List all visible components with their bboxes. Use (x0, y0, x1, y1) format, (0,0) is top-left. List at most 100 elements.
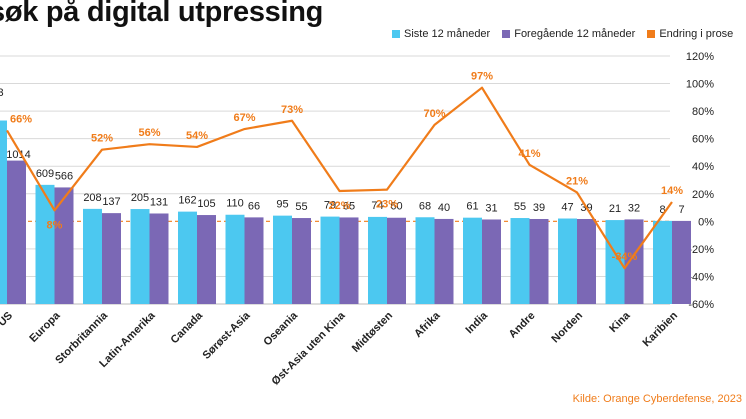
bar-current (320, 216, 340, 304)
value-label-previous: 105 (197, 198, 215, 210)
category-label: Europa (27, 309, 63, 345)
legend: Siste 12 måneder Foregående 12 måneder E… (392, 28, 733, 40)
legend-item-previous: Foregående 12 måneder (502, 28, 635, 40)
right-tick-label: 60% (692, 134, 714, 146)
bar-current (510, 218, 530, 304)
right-tick-label: 20% (692, 189, 714, 201)
change-label: 23% (376, 199, 398, 211)
change-label: 41% (518, 148, 540, 160)
category-label: Sørøst-Asia (200, 309, 253, 362)
bar-previous (434, 218, 454, 304)
legend-swatch-change (647, 30, 656, 38)
value-label-previous: 31 (485, 202, 497, 214)
source-note: Kilde: Orange Cyberdefense, 2023 (572, 393, 742, 405)
category-label: Canada (169, 309, 206, 346)
bar-previous (244, 217, 264, 304)
value-label-current: 208 (83, 192, 101, 204)
bar-previous (387, 217, 406, 304)
category-label: Karibien (641, 309, 681, 349)
bar-current (83, 208, 102, 304)
value-label-current: 21 (609, 203, 621, 215)
bar-current (463, 217, 482, 304)
bar-previous (577, 218, 596, 304)
value-label-previous: 65 (343, 200, 355, 212)
bar-previous (102, 213, 121, 304)
value-label-previous: 55 (295, 201, 307, 213)
category-label: Kina (607, 309, 633, 335)
value-label-current: 205 (131, 192, 149, 204)
value-label-current: 55 (514, 201, 526, 213)
value-label-previous: 7 (678, 204, 684, 216)
bar-current (368, 216, 387, 304)
category-label: Norden (549, 309, 585, 345)
legend-label-change: Endring i prose (659, 28, 734, 40)
change-label: 56% (138, 127, 160, 139)
value-label-previous: 32 (628, 202, 640, 214)
change-label: 97% (471, 71, 493, 83)
bar-current (653, 220, 672, 304)
change-label: 70% (423, 108, 445, 120)
change-label: 52% (91, 133, 113, 145)
right-tick-label: -60% (688, 299, 714, 311)
legend-label-previous: Foregående 12 måneder (514, 28, 636, 40)
change-label: 54% (186, 130, 208, 142)
bar-previous (672, 220, 691, 304)
bar-current (178, 211, 197, 304)
value-label-current: 162 (178, 195, 196, 207)
change-label: 22% (328, 200, 350, 212)
change-label: 73% (281, 104, 303, 116)
category-label: US (0, 310, 15, 329)
bar-current (0, 120, 7, 304)
legend-label-current: Siste 12 måneder (404, 28, 491, 40)
category-label: Andre (507, 310, 538, 341)
bar-current (273, 215, 292, 304)
legend-item-change: Endring i prose (647, 28, 733, 40)
bar-current (130, 209, 150, 304)
bar-previous (292, 218, 311, 304)
value-label-current: 79 (324, 200, 336, 212)
right-tick-label: 0% (698, 216, 714, 228)
value-label-previous: 60 (390, 201, 402, 213)
legend-swatch-current (392, 30, 400, 38)
bar-previous (7, 160, 26, 304)
change-label: 8% (47, 219, 63, 231)
category-label: Afrika (412, 309, 443, 340)
value-label-current: 83 (0, 87, 4, 99)
value-label-previous: 66 (248, 200, 260, 212)
legend-item-current: Siste 12 måneder (392, 28, 490, 40)
right-tick-label: -40% (688, 271, 714, 283)
value-label-previous: 137 (102, 196, 120, 208)
category-label: Oseania (261, 309, 300, 348)
value-label-previous: 40 (438, 202, 450, 214)
chart-title: rsøk på digital utpressing (0, 0, 324, 28)
change-label: 14% (661, 185, 683, 197)
value-label-current: 47 (561, 202, 573, 214)
value-label-previous: 131 (150, 196, 168, 208)
bar-current (35, 184, 55, 304)
bar-current (415, 217, 435, 304)
bar-previous (529, 218, 549, 304)
value-label-previous: 566 (55, 170, 73, 182)
category-label: India (463, 309, 490, 336)
value-label-current: 68 (419, 200, 431, 212)
value-label-previous: 39 (533, 202, 545, 214)
value-label-current: 8 (659, 204, 665, 216)
change-label: 67% (233, 112, 255, 124)
bar-current (605, 220, 625, 304)
change-label: -34% (612, 251, 638, 263)
bar-current (225, 214, 245, 304)
bar-previous (624, 219, 644, 304)
right-tick-label: 40% (692, 161, 714, 173)
value-label-current: 74 (371, 200, 383, 212)
value-label-current: 609 (36, 168, 54, 180)
change-label: 66% (10, 113, 32, 125)
right-tick-label: 80% (692, 106, 714, 118)
change-line (6, 86, 673, 270)
value-label-current: 61 (466, 201, 478, 213)
change-label: 21% (566, 175, 588, 187)
bar-previous (482, 219, 501, 304)
right-tick-label: 100% (686, 79, 714, 91)
value-label-current: 95 (276, 199, 288, 211)
value-label-current: 110 (226, 198, 244, 210)
